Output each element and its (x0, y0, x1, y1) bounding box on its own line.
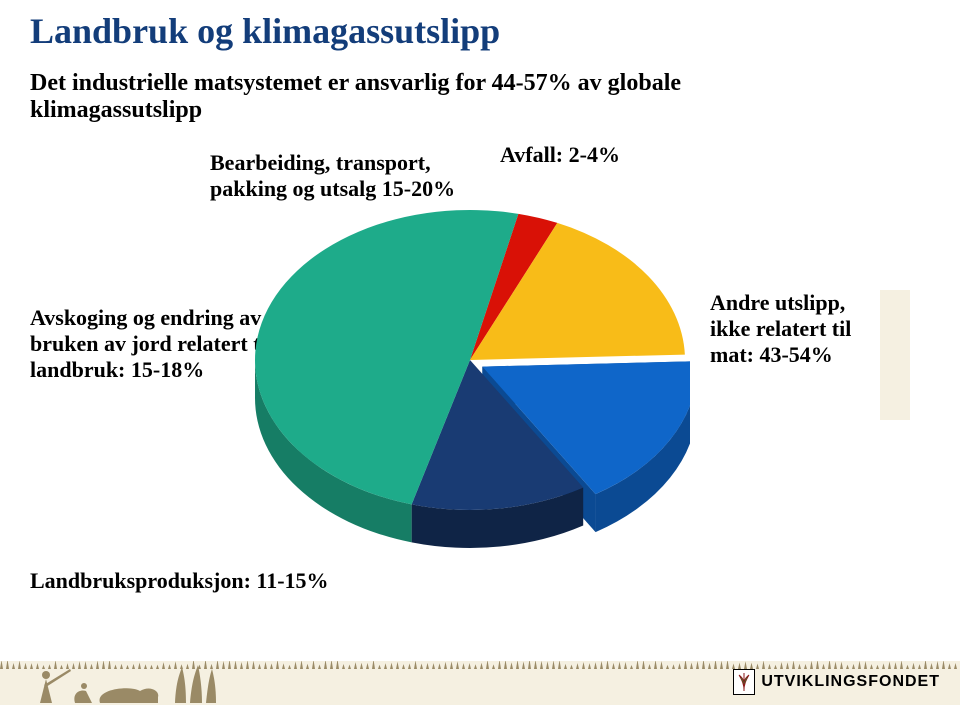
pie-chart (250, 170, 690, 570)
label-waste: Avfall: 2-4% (500, 142, 620, 168)
label-agprod: Landbruksproduksjon: 11-15% (30, 568, 329, 594)
footer: UTVIKLINGSFONDET (0, 625, 960, 705)
legend-color-box (880, 290, 910, 420)
logo: UTVIKLINGSFONDET (733, 667, 940, 697)
logo-text: UTVIKLINGSFONDET (761, 673, 940, 691)
leaf-icon (733, 669, 755, 695)
page-title: Landbruk og klimagassutslipp (30, 10, 500, 52)
label-other: Andre utslipp, ikke relatert til mat: 43… (710, 290, 890, 368)
page-subtitle: Det industrielle matsystemet er ansvarli… (30, 70, 850, 124)
